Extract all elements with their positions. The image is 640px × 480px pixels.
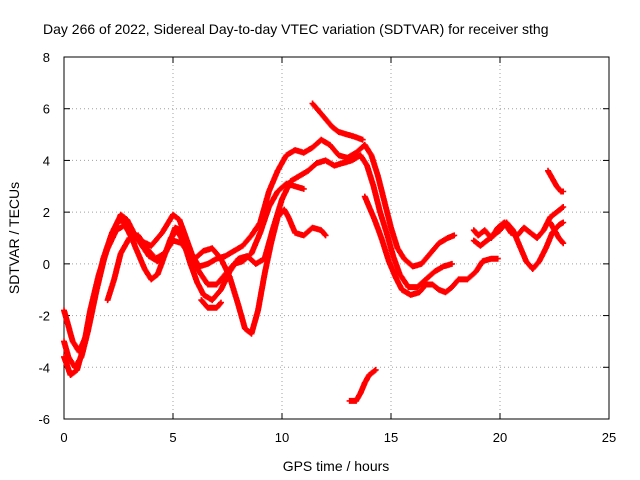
- data-marker-path: [309, 100, 366, 143]
- y-tick-label: 2: [43, 205, 50, 220]
- data-marker-path: [198, 297, 224, 311]
- x-tick-label: 0: [60, 430, 67, 445]
- plot-frame: [63, 56, 610, 420]
- y-tick-label: -4: [38, 360, 50, 375]
- chart-title: Day 266 of 2022, Sidereal Day-to-day VTE…: [43, 21, 549, 37]
- x-tick-label: 10: [275, 430, 289, 445]
- y-tick-label: -6: [38, 412, 50, 427]
- series-track-e: [198, 297, 224, 311]
- series-track-d: [104, 180, 307, 304]
- data-marker-path: [346, 366, 379, 404]
- data-marker-path: [61, 206, 329, 371]
- data-series: [61, 100, 567, 404]
- y-tick-label: 4: [43, 153, 50, 168]
- y-tick-label: 6: [43, 102, 50, 117]
- data-marker-path: [545, 167, 567, 195]
- x-tick-label: 15: [384, 430, 398, 445]
- y-axis-title: SDTVAR / TECUs: [6, 182, 22, 294]
- grid: [64, 57, 609, 419]
- series-track-b: [61, 206, 329, 371]
- series-track-k: [545, 167, 567, 195]
- y-tick-label: 8: [43, 50, 50, 65]
- x-axis-title: GPS time / hours: [283, 458, 390, 474]
- series-track-g: [346, 366, 379, 404]
- data-marker-path: [61, 136, 458, 355]
- x-tick-label: 20: [493, 430, 507, 445]
- series-track-j: [470, 219, 567, 272]
- data-marker-path: [470, 219, 567, 272]
- series-track-a: [61, 136, 458, 355]
- y-tick-label: 0: [43, 257, 50, 272]
- x-tick-label: 25: [602, 430, 616, 445]
- series-track-h: [361, 193, 501, 298]
- data-marker-path: [547, 219, 567, 247]
- data-marker-path: [361, 193, 501, 298]
- series-track-f: [309, 100, 366, 143]
- y-tick-label: -2: [38, 309, 50, 324]
- x-tick-label: 5: [169, 430, 176, 445]
- data-marker-path: [104, 180, 307, 304]
- axis-ticks: 0 5 10 15 20 25 -6 -4 -2 0 2 4 6 8: [38, 50, 616, 445]
- series-track-l: [547, 219, 567, 247]
